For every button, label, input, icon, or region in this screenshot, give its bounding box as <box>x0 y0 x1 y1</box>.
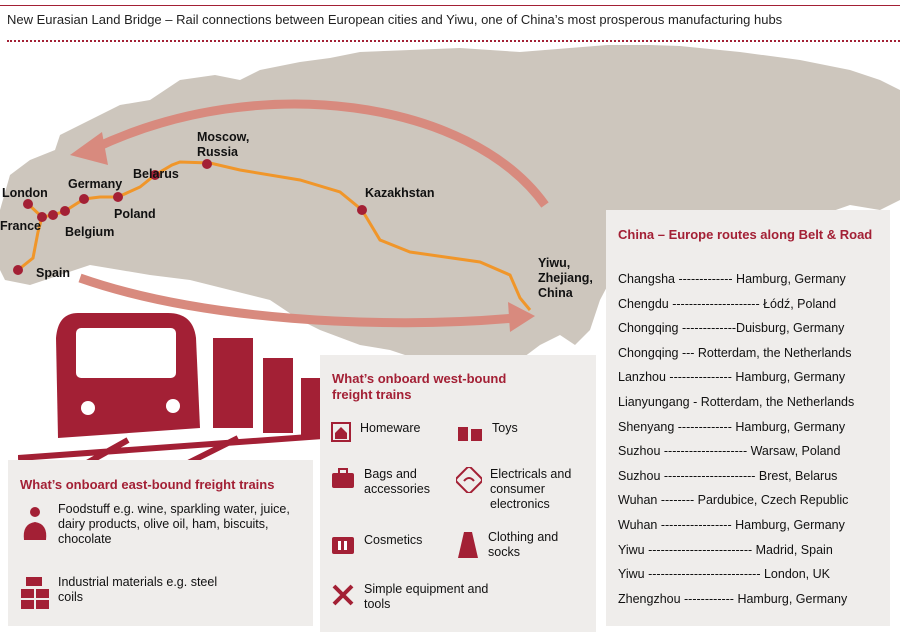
label-germany: Germany <box>68 177 123 191</box>
tools-icon <box>332 584 354 606</box>
route-item: Lanzhou --------------- Hamburg, Germany <box>618 370 846 385</box>
land-mass <box>0 45 900 375</box>
food-icon <box>23 507 47 540</box>
routes-title: China – Europe routes along Belt & Road <box>618 227 873 242</box>
item-homeware: Homeware <box>330 421 450 443</box>
west-arrow-head <box>508 302 535 332</box>
routes-list: Changsha ------------- Hamburg, Germany … <box>618 272 882 616</box>
label-france: France <box>0 219 41 233</box>
item-tools: Simple equipment and tools <box>330 582 490 612</box>
east-bound-panel: What’s onboard east-bound freight trains… <box>8 460 313 626</box>
eurasia-map <box>0 45 900 375</box>
item-label: Bags and accessories <box>364 467 430 496</box>
route-item: Lianyungang - Rotterdam, the Netherlands <box>618 394 855 409</box>
routes-panel: China – Europe routes along Belt & Road … <box>606 210 890 626</box>
route-item: Chengdu --------------------- Łódź, Pola… <box>618 296 837 311</box>
toys-icon <box>458 427 482 441</box>
route-item: Wuhan ----------------- Hamburg, Germany <box>618 517 845 532</box>
item-label: Simple equipment and tools <box>364 582 489 611</box>
item-electricals: Electricals and consumer electronics <box>456 467 591 512</box>
item-bags: Bags and accessories <box>330 467 455 497</box>
cosmetics-icon <box>332 537 354 554</box>
route-item: Changsha ------------- Hamburg, Germany <box>618 272 846 286</box>
page-title: New Eurasian Land Bridge – Rail connecti… <box>7 12 783 27</box>
east-arrow-head <box>70 132 108 165</box>
clothing-icon <box>458 532 478 558</box>
item-label: Cosmetics <box>364 533 423 547</box>
steel-icon <box>21 577 49 609</box>
label-yiwu: Yiwu, Zhejiang, China <box>538 256 593 300</box>
route-item: Shenyang ------------- Hamburg, Germany <box>618 419 846 434</box>
route-item: Chongqing --- Rotterdam, the Netherlands <box>618 345 852 360</box>
label-spain: Spain <box>36 266 71 280</box>
electricals-icon <box>456 467 482 493</box>
west-title: What’s onboard west-bound freight trains <box>332 371 507 402</box>
bag-icon <box>332 468 354 488</box>
item-label: Foodstuff e.g. wine, sparkling water, ju… <box>58 502 290 546</box>
route-item: Suzhou -------------------- Warsaw, Pola… <box>618 444 841 459</box>
label-belgium: Belgium <box>65 225 115 239</box>
route-item: Yiwu ------------------------- Madrid, S… <box>618 542 833 557</box>
dotted-divider <box>7 40 900 42</box>
item-clothing: Clothing and socks <box>456 530 591 560</box>
route-item: Suzhou ---------------------- Brest, Bel… <box>618 468 838 483</box>
item-industrial: Industrial materials e.g. steel coils <box>20 575 220 609</box>
label-kazakhstan: Kazakhstan <box>365 186 435 200</box>
east-title: What’s onboard east-bound freight trains <box>20 477 275 492</box>
house-icon <box>331 422 351 442</box>
item-toys: Toys <box>456 421 586 443</box>
label-belarus: Belarus <box>133 167 179 181</box>
item-cosmetics: Cosmetics <box>330 533 455 555</box>
label-london: London <box>2 186 48 200</box>
route-item: Zhengzhou ------------ Hamburg, Germany <box>618 591 848 606</box>
label-moscow: Moscow, Russia <box>197 130 250 159</box>
route-item: Wuhan -------- Pardubice, Czech Republic <box>618 493 849 508</box>
item-foodstuff: Foodstuff e.g. wine, sparkling water, ju… <box>20 502 290 547</box>
route-item: Chongqing -------------Duisburg, Germany <box>618 321 845 336</box>
route-item: Yiwu --------------------------- London,… <box>618 567 830 582</box>
label-poland: Poland <box>114 207 156 221</box>
item-label: Clothing and socks <box>488 530 559 559</box>
east-arrow <box>93 99 549 208</box>
item-label: Industrial materials e.g. steel coils <box>58 575 218 604</box>
west-bound-panel: What’s onboard west-bound freight trains… <box>320 355 596 632</box>
top-rule <box>0 5 900 6</box>
item-label: Electricals and consumer electronics <box>490 467 572 511</box>
train-icon <box>18 313 323 468</box>
city-markers <box>13 159 367 275</box>
item-label: Homeware <box>360 421 421 435</box>
item-label: Toys <box>492 421 518 435</box>
west-arrow <box>78 273 516 328</box>
